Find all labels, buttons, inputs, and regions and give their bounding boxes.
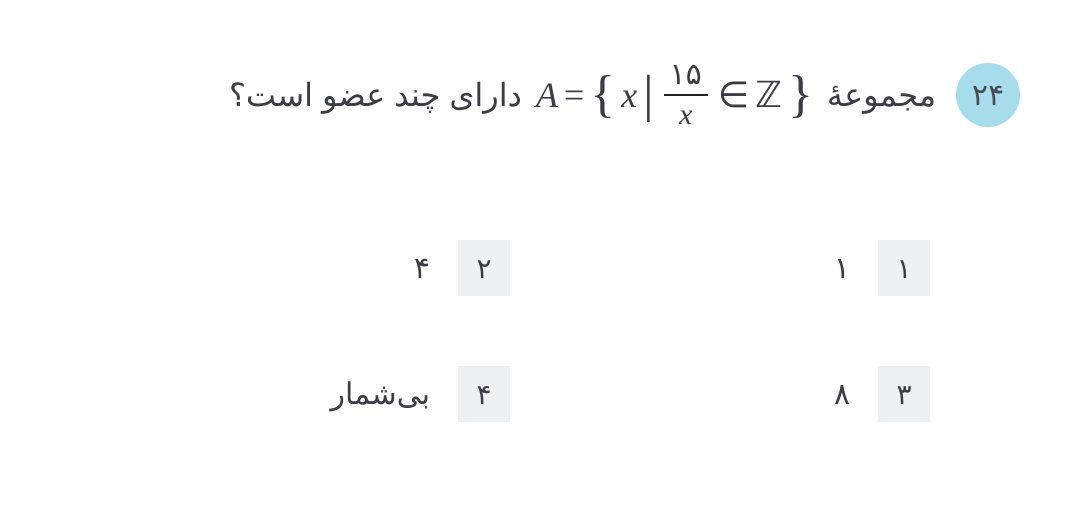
option-1[interactable]: ۱ ۱ [570, 240, 930, 296]
option-badge: ۱ [878, 240, 930, 296]
option-text: ۴ [414, 251, 430, 286]
option-3[interactable]: ۳ ۸ [570, 366, 930, 422]
fraction-denominator: x [673, 96, 698, 130]
fraction-numerator: ۱۵ [664, 60, 708, 94]
question-lead: مجموعهٔ [827, 76, 936, 114]
math-eq: = [564, 74, 584, 116]
option-badge: ۳ [878, 366, 930, 422]
option-text: بی‌شمار [331, 377, 430, 412]
option-badge: ۴ [458, 366, 510, 422]
question-container: ۲۴ مجموعهٔ A = { x | ۱۵ x ∈ ℤ } دارای چن… [0, 0, 1080, 422]
math-in: ∈ [718, 74, 749, 116]
option-text: ۸ [834, 377, 850, 412]
question-number-badge: ۲۴ [956, 63, 1020, 127]
question-row: ۲۴ مجموعهٔ A = { x | ۱۵ x ∈ ℤ } دارای چن… [60, 60, 1020, 130]
question-text: مجموعهٔ A = { x | ۱۵ x ∈ ℤ } دارای چند ع… [229, 60, 936, 130]
question-tail: دارای چند عضو است؟ [229, 76, 522, 114]
option-text: ۱ [834, 251, 850, 286]
option-badge: ۲ [458, 240, 510, 296]
math-A: A [536, 74, 558, 116]
option-4[interactable]: ۴ بی‌شمار [150, 366, 510, 422]
math-x: x [621, 74, 637, 116]
math-fraction: ۱۵ x [664, 60, 708, 130]
option-2[interactable]: ۲ ۴ [150, 240, 510, 296]
math-Z: ℤ [755, 74, 782, 116]
options-grid: ۱ ۱ ۲ ۴ ۳ ۸ ۴ بی‌شمار [60, 240, 1020, 422]
set-expression: A = { x | ۱۵ x ∈ ℤ } [536, 60, 813, 130]
